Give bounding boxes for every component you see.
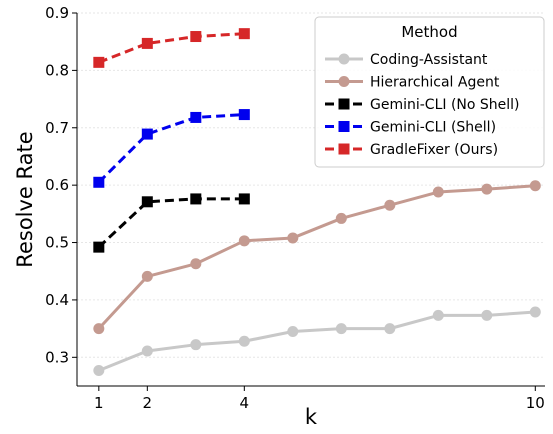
data-point [432,309,444,321]
legend-label: Hierarchical Agent [370,75,500,91]
series [93,28,541,377]
data-point [287,232,299,244]
legend-marker [338,121,350,132]
y-tick-label: 0.7 [45,119,69,137]
data-point [384,199,396,211]
y-tick-label: 0.5 [45,234,69,252]
series-line [97,197,245,249]
data-point [529,180,541,192]
data-point [432,186,444,198]
x-ticks: 1 2 4 10 [94,386,545,412]
series-line [97,184,536,330]
y-tick-label: 0.3 [45,348,69,366]
legend-marker [338,143,350,155]
legend: Method Coding-Assistant Hierarchical Agen… [314,16,545,168]
data-point [481,183,493,195]
legend-marker [338,98,350,110]
legend-item: Coding-Assistant [325,52,488,68]
data-point [287,325,299,337]
x-axis-label: k [305,405,318,429]
data-point [335,212,347,224]
data-point [190,31,202,43]
data-point [238,335,250,347]
x-tick-label: 10 [526,394,545,412]
data-point [141,37,153,49]
series-0 [93,306,541,377]
data-point [93,241,105,253]
data-point [238,193,250,205]
series-4 [93,28,250,68]
data-point [384,323,396,335]
legend-item: Gemini-CLI (Shell) [325,120,496,136]
grid-lines [77,12,545,358]
legend-label: Gemini-CLI (No Shell) [370,97,520,113]
x-tick-label: 1 [94,394,104,412]
x-tick-label: 4 [240,394,250,412]
legend-label: GradleFixer (Ours) [370,142,498,158]
data-point [238,109,250,121]
series-line [98,32,245,64]
legend-marker [338,76,350,87]
legend-item: Hierarchical Agent [325,75,500,91]
x-tick-label: 2 [143,394,153,412]
y-tick-label: 0.6 [45,176,69,194]
data-point [238,28,250,40]
y-tick-label: 0.4 [45,291,69,309]
data-point [141,196,153,208]
y-axis-label: Resolve Rate [13,131,37,267]
axes [76,13,545,387]
legend-item: GradleFixer (Ours) [325,142,498,158]
series-1 [93,180,541,335]
data-point [93,323,105,335]
series-line [97,113,245,184]
data-point [190,258,202,270]
data-point [529,306,541,318]
data-point [190,339,202,351]
data-point [190,111,202,123]
legend-title: Method [401,23,457,41]
data-point [141,345,153,357]
series-2 [93,193,250,253]
legend-marker [338,53,350,65]
data-point [93,56,105,68]
series-3 [93,109,250,188]
legend-item: Gemini-CLI (No Shell) [325,97,520,113]
legend-items: Coding-Assistant Hierarchical Agent Gemini… [325,52,520,158]
legend-label: Gemini-CLI (Shell) [370,120,496,136]
data-point [93,176,105,188]
data-point [481,309,493,321]
series-line [98,310,536,372]
data-point [141,270,153,282]
data-point [238,235,250,247]
data-point [335,323,347,335]
data-point [93,365,105,377]
data-point [141,128,153,140]
legend-box [314,16,545,168]
legend-label: Coding-Assistant [370,52,488,68]
y-ticks: 0.3 0.4 0.5 0.6 0.7 0.8 0.9 [45,4,77,366]
data-point [190,193,202,205]
y-tick-label: 0.9 [45,4,69,22]
y-tick-label: 0.8 [45,61,69,79]
